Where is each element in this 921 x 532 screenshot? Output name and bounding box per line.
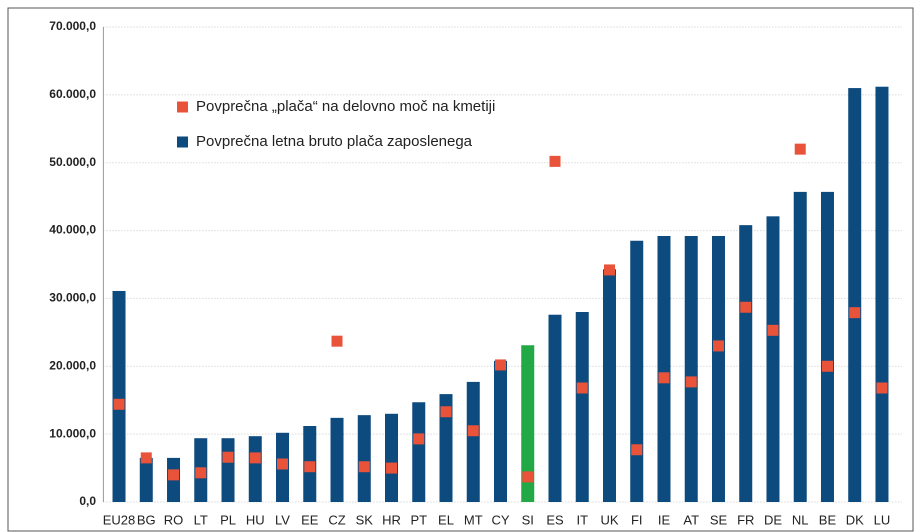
bar <box>766 216 780 503</box>
x-tick-label: LT <box>194 512 208 527</box>
marker <box>113 398 125 410</box>
bar <box>466 381 480 502</box>
marker <box>712 340 724 352</box>
bar <box>330 417 344 502</box>
marker <box>794 143 806 155</box>
bar <box>221 438 235 502</box>
x-tick-label: CY <box>491 512 509 527</box>
x-tick-label: FR <box>737 512 754 527</box>
bar <box>711 236 725 502</box>
x-tick-label: PL <box>220 512 236 527</box>
x-tick-label: CZ <box>328 512 345 527</box>
x-tick-label: PT <box>410 512 427 527</box>
bar <box>848 88 862 503</box>
bar <box>139 457 153 502</box>
bar <box>357 415 371 502</box>
bar <box>739 225 753 502</box>
x-tick-label: SE <box>710 512 728 527</box>
x-tick-label: SK <box>356 512 374 527</box>
x-tick-label: EL <box>438 512 454 527</box>
marker <box>631 444 643 456</box>
marker <box>821 360 833 372</box>
marker <box>603 264 615 276</box>
marker <box>249 452 261 464</box>
bar <box>602 269 616 502</box>
x-tick-label: NL <box>792 512 809 527</box>
x-tick-label: DE <box>764 512 782 527</box>
x-tick-label: IE <box>658 512 671 527</box>
x-tick-label: SI <box>522 512 534 527</box>
bar <box>630 240 644 502</box>
y-tick-label: 0,0 <box>79 494 96 508</box>
x-tick-label: LU <box>874 512 891 527</box>
x-tick-label: FI <box>631 512 643 527</box>
marker <box>168 469 180 481</box>
x-tick-label: HR <box>382 512 401 527</box>
y-tick-label: 10.000,0 <box>49 426 96 440</box>
bar <box>875 86 889 502</box>
legend-swatch <box>177 136 188 148</box>
bar <box>548 314 562 502</box>
marker <box>277 458 289 470</box>
bar <box>657 236 671 502</box>
marker <box>195 467 207 479</box>
x-tick-label: DK <box>846 512 864 527</box>
bar <box>575 312 589 502</box>
x-tick-label: RO <box>164 512 184 527</box>
bar <box>521 345 535 502</box>
y-tick-label: 50.000,0 <box>49 155 96 169</box>
x-tick-label: AT <box>683 512 699 527</box>
x-tick-label: ES <box>546 512 564 527</box>
marker <box>740 301 752 313</box>
marker <box>331 335 343 347</box>
marker <box>140 452 152 464</box>
y-tick-label: 70.000,0 <box>49 19 96 33</box>
legend-label: Povprečna „plača“ na delovno moč na kmet… <box>196 98 495 115</box>
bar <box>793 191 807 502</box>
x-tick-label: LV <box>275 512 290 527</box>
bar <box>494 360 507 502</box>
marker <box>658 372 670 384</box>
marker <box>358 461 370 473</box>
bar <box>385 413 399 502</box>
marker <box>849 307 861 319</box>
bar <box>684 236 698 502</box>
bar <box>112 290 126 502</box>
x-tick-label: BE <box>819 512 837 527</box>
marker <box>467 425 479 437</box>
legend-swatch <box>177 101 188 113</box>
x-tick-label: EU28 <box>103 512 136 527</box>
x-tick-label: MT <box>464 512 483 527</box>
marker <box>876 382 888 394</box>
y-tick-label: 30.000,0 <box>49 291 96 305</box>
marker <box>413 433 425 445</box>
bar <box>248 436 262 502</box>
bar <box>439 394 453 502</box>
marker <box>222 451 234 463</box>
marker <box>440 406 452 418</box>
y-tick-label: 20.000,0 <box>49 358 96 372</box>
marker <box>767 324 779 336</box>
x-tick-label: HU <box>246 512 265 527</box>
x-tick-label: IT <box>576 512 588 527</box>
y-tick-label: 40.000,0 <box>49 223 96 237</box>
legend-label: Povprečna letna bruto plača zaposlenega <box>196 133 473 150</box>
x-tick-label: BG <box>137 512 156 527</box>
marker <box>495 359 506 371</box>
y-tick-label: 60.000,0 <box>49 87 96 101</box>
bar <box>412 402 426 502</box>
marker <box>386 462 398 474</box>
marker <box>576 382 588 394</box>
marker <box>304 461 316 473</box>
marker <box>685 376 697 388</box>
bar <box>820 191 834 502</box>
marker <box>549 155 561 167</box>
x-tick-label: UK <box>600 512 618 527</box>
marker <box>522 471 534 483</box>
x-tick-label: EE <box>301 512 319 527</box>
